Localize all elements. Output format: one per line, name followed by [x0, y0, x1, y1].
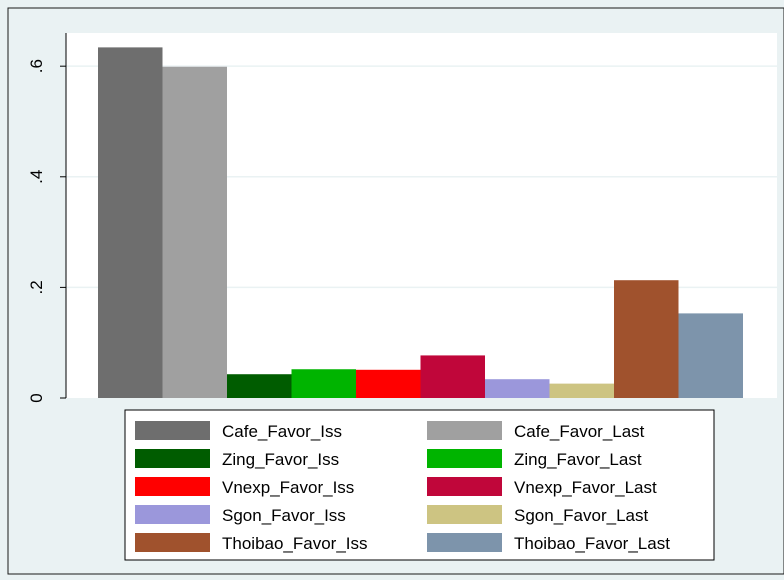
bar-thoibao-favor-last — [678, 313, 743, 398]
legend-label: Thoibao_Favor_Last — [514, 534, 670, 553]
legend-swatch — [427, 477, 502, 496]
bar-sgon-favor-last — [549, 383, 614, 398]
y-axis-ticks: 0 .2 .4 .6 — [27, 59, 66, 403]
legend-swatch — [135, 477, 210, 496]
bar-thoibao-favor-iss — [614, 280, 679, 398]
bar-zing-favor-iss — [227, 374, 292, 398]
legend-swatch — [427, 505, 502, 524]
legend-label: Vnexp_Favor_Last — [514, 478, 657, 497]
legend-swatch — [135, 421, 210, 440]
legend-label: Sgon_Favor_Last — [514, 506, 648, 525]
legend-swatch — [135, 449, 210, 468]
bar-vnexp-favor-iss — [356, 369, 421, 398]
y-tick-label: .2 — [27, 280, 46, 294]
y-tick-label: .4 — [27, 170, 46, 184]
legend-swatch — [135, 505, 210, 524]
bar-sgon-favor-iss — [485, 379, 550, 398]
legend-swatch — [427, 533, 502, 552]
legend-box — [124, 409, 715, 561]
legend-label: Thoibao_Favor_Iss — [222, 534, 368, 553]
legend-label: Vnexp_Favor_Iss — [222, 478, 354, 497]
legend-swatch — [427, 421, 502, 440]
bars — [98, 47, 743, 399]
legend-label: Cafe_Favor_Iss — [222, 422, 342, 441]
legend-label: Zing_Favor_Last — [514, 450, 642, 469]
legend-label: Zing_Favor_Iss — [222, 450, 339, 469]
legend-swatch — [135, 533, 210, 552]
y-tick-label: 0 — [27, 393, 46, 402]
legend-label: Cafe_Favor_Last — [514, 422, 645, 441]
y-tick-label: .6 — [27, 59, 46, 73]
bar-cafe-favor-last — [162, 66, 227, 398]
legend-label: Sgon_Favor_Iss — [222, 506, 346, 525]
bar-vnexp-favor-last — [420, 355, 485, 398]
legend-swatch — [427, 449, 502, 468]
legend: Cafe_Favor_Iss Cafe_Favor_Last Zing_Favor_… — [135, 421, 670, 553]
bar-zing-favor-last — [291, 369, 356, 398]
bar-cafe-favor-iss — [98, 47, 163, 399]
